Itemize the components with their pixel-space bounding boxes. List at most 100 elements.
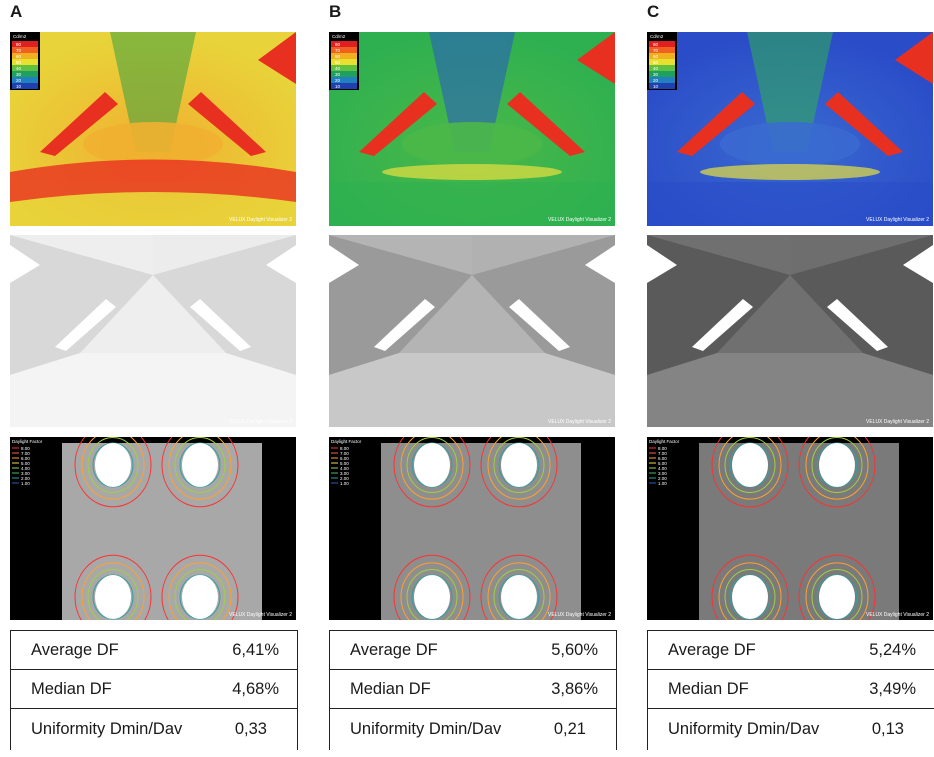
watermark: VELUX Daylight Visualizer 2 (548, 419, 611, 425)
stat-label: Median DF (668, 679, 749, 698)
luminance-legend-value: 70 (653, 48, 659, 53)
stat-label: Average DF (668, 640, 756, 659)
luminance-legend-value: 10 (335, 84, 341, 89)
luminance-legend-value: 70 (16, 48, 22, 53)
rendered-view: VELUX Daylight Visualizer 2 (329, 235, 615, 427)
stat-label: Median DF (31, 679, 112, 698)
luminance-legend-value: 10 (16, 84, 22, 89)
column-b: B Cd/m2 80 70 60 50 40 30 20 10 VELUX Daylight Vi… (329, 0, 621, 757)
luminance-legend-value: 60 (653, 54, 659, 59)
df-legend-title: Daylight Factor (649, 439, 680, 444)
luminance-legend-value: 70 (335, 48, 341, 53)
column-label: A (10, 2, 23, 21)
luminance-legend-value: 80 (653, 42, 659, 47)
df-legend-value: 4.00 (340, 466, 349, 471)
stat-value: 3,49% (869, 679, 916, 698)
watermark: VELUX Daylight Visualizer 2 (548, 217, 611, 223)
df-legend-value: 2.00 (340, 476, 349, 481)
stats-table: Average DF 5,60% Median DF 3,86% Uniform… (329, 630, 617, 750)
column-a: A Cd/m2 80 70 60 50 40 30 20 10 VELUX Daylight Vi… (10, 0, 302, 757)
df-legend-value: 8.00 (21, 446, 30, 451)
luminance-legend-value: 30 (16, 72, 22, 77)
df-legend-value: 7.00 (21, 451, 30, 456)
df-legend-value: 7.00 (658, 451, 667, 456)
df-legend-value: 4.00 (658, 466, 667, 471)
stat-row-average-df: Average DF 5,60% (330, 631, 616, 670)
luminance-map: Cd/m2 80 70 60 50 40 30 20 10 VELUX Daylight Visu… (329, 32, 615, 226)
stat-value: 0,13 (871, 720, 904, 738)
luminance-legend-value: 30 (335, 72, 341, 77)
watermark: VELUX Daylight Visualizer 2 (866, 612, 929, 618)
df-legend: Daylight Factor 8.007.006.005.004.003.002… (12, 439, 43, 486)
df-legend: Daylight Factor 8.007.006.005.004.003.002… (649, 439, 680, 486)
df-legend-value: 5.00 (340, 461, 349, 466)
df-legend-title: Daylight Factor (331, 439, 362, 444)
df-legend-value: 5.00 (21, 461, 30, 466)
stat-value: 0,33 (234, 720, 267, 738)
df-legend-value: 2.00 (21, 476, 30, 481)
daylight-factor-svg: Daylight Factor 8.007.006.005.004.003.002… (329, 437, 615, 620)
luminance-legend-value: 20 (16, 78, 22, 83)
df-legend-value: 3.00 (340, 471, 349, 476)
df-legend: Daylight Factor 8.007.006.005.004.003.002… (331, 439, 362, 486)
luminance-legend-value: 80 (16, 42, 22, 47)
column-c: C Cd/m2 80 70 60 50 40 30 20 10 VELUX Daylight Vi… (647, 0, 934, 757)
df-legend-value: 7.00 (340, 451, 349, 456)
luminance-legend-value: 60 (335, 54, 341, 59)
df-legend-value: 6.00 (658, 456, 667, 461)
rendered-view: VELUX Daylight Visualizer 2 (647, 235, 933, 427)
luminance-legend-value: 10 (653, 84, 659, 89)
stat-label: Uniformity Dmin/Dav (350, 720, 502, 738)
rendered-view-svg: VELUX Daylight Visualizer 2 (647, 235, 933, 427)
column-label: B (329, 2, 342, 21)
luminance-legend-value: 60 (16, 54, 22, 59)
df-legend-value: 4.00 (21, 466, 30, 471)
daylight-factor-map: Daylight Factor 8.00 7.00 6.00 5.00 4.00 3.00 2… (647, 437, 933, 620)
df-legend-value: 3.00 (658, 471, 667, 476)
stat-row-uniformity: Uniformity Dmin/Dav 0,13 (648, 709, 934, 750)
stat-label: Average DF (350, 640, 438, 659)
rendered-view: VELUX Daylight Visualizer 2 (10, 235, 296, 427)
luminance-legend-value: 20 (653, 78, 659, 83)
df-legend-title: Daylight Factor (12, 439, 43, 444)
df-legend-value: 8.00 (658, 446, 667, 451)
stat-label: Uniformity Dmin/Dav (31, 720, 183, 738)
watermark: VELUX Daylight Visualizer 2 (548, 612, 611, 618)
stat-row-average-df: Average DF 5,24% (648, 631, 934, 670)
stat-value: 5,24% (869, 640, 916, 659)
stat-value: 6,41% (232, 640, 279, 659)
daylight-factor-map: Daylight Factor 8.00 7.00 6.00 5.00 4.00 3.00 2… (329, 437, 615, 620)
luminance-legend-value: 50 (653, 60, 659, 65)
df-legend-value: 6.00 (21, 456, 30, 461)
luminance-legend-value: 30 (653, 72, 659, 77)
df-legend-value: 3.00 (21, 471, 30, 476)
stat-value: 4,68% (232, 679, 279, 698)
luminance-map: Cd/m2 80 70 60 50 40 30 20 10 VELUX Daylight Visu… (10, 32, 296, 226)
daylight-factor-svg: Daylight Factor 8.007.006.005.004.003.002… (647, 437, 933, 620)
df-legend-value: 1.00 (21, 481, 30, 486)
stat-row-uniformity: Uniformity Dmin/Dav 0,33 (11, 709, 297, 750)
df-legend-value: 8.00 (340, 446, 349, 451)
luminance-legend-value: 40 (16, 66, 22, 71)
stat-row-median-df: Median DF 4,68% (11, 670, 297, 709)
daylight-factor-svg: Daylight Factor 8.007.006.005.004.003.002… (10, 437, 296, 620)
stat-row-average-df: Average DF 6,41% (11, 631, 297, 670)
stat-value: 0,21 (553, 720, 586, 738)
stats-table: Average DF 5,24% Median DF 3,49% Uniform… (647, 630, 934, 750)
stat-value: 3,86% (551, 679, 598, 698)
luminance-legend-value: 40 (335, 66, 341, 71)
stat-value: 5,60% (551, 640, 598, 659)
df-legend-value: 1.00 (658, 481, 667, 486)
rendered-view-svg: VELUX Daylight Visualizer 2 (329, 235, 615, 427)
watermark: VELUX Daylight Visualizer 2 (229, 612, 292, 618)
df-legend-value: 2.00 (658, 476, 667, 481)
stat-label: Median DF (350, 679, 431, 698)
df-legend-value: 6.00 (340, 456, 349, 461)
stat-label: Uniformity Dmin/Dav (668, 720, 820, 738)
luminance-legend-title: Cd/m2 (13, 34, 27, 39)
